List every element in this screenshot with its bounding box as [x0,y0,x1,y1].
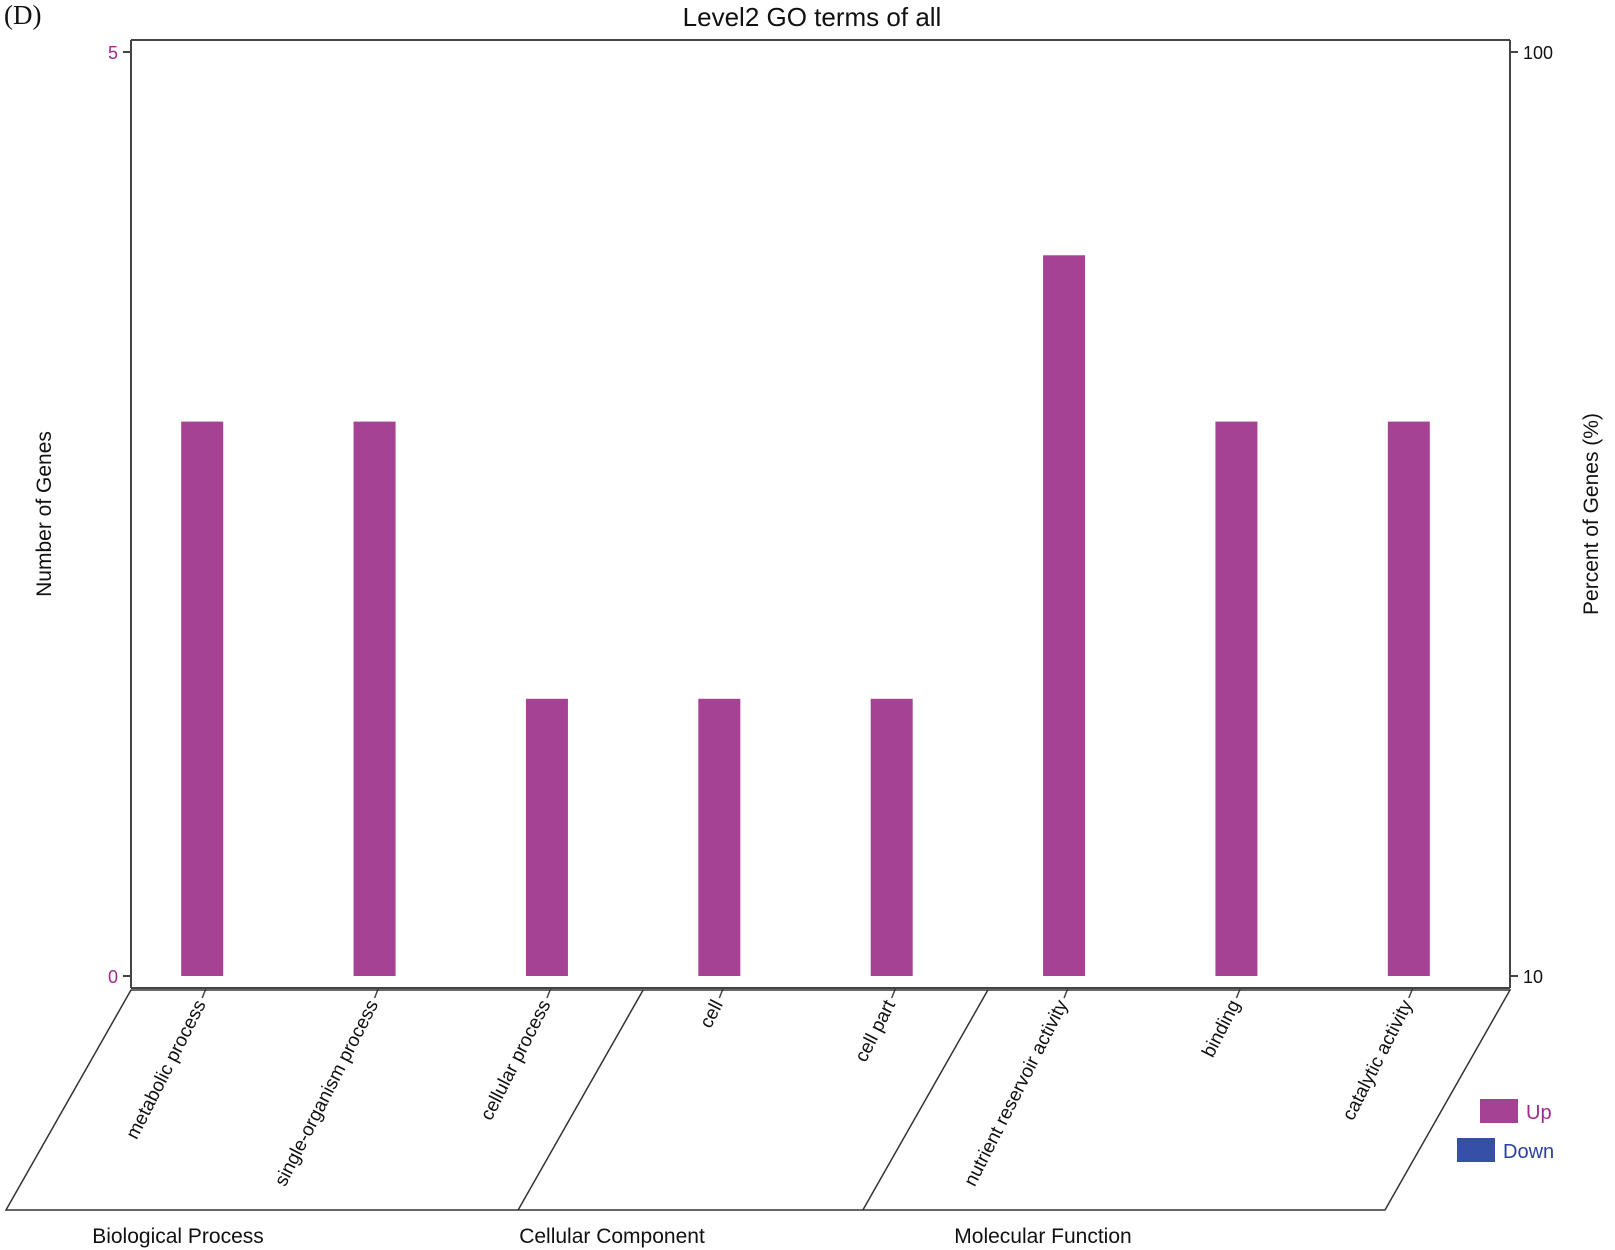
group-divider [517,989,644,1211]
x-tick-label: cell [696,997,728,1032]
bar-up-1 [353,421,396,977]
legend-label-down: Down [1503,1141,1554,1163]
x-tick-label: cellular process [477,997,556,1124]
group-label: Biological Process [92,1225,264,1248]
group-label: Cellular Component [519,1225,705,1248]
x-tick-label: metabolic process [122,997,210,1143]
bar-up-6 [1215,421,1258,977]
legend-swatch-up [1480,1099,1518,1123]
y-tick-label-right: 10 [1523,967,1543,987]
y-tick-label-right: 100 [1523,43,1553,63]
bar-up-2 [525,698,568,976]
y-tick-label-left: 5 [108,43,118,63]
y-tick-label-left: 0 [108,967,118,987]
group-label: Molecular Function [954,1225,1131,1248]
y-axis-label-right: Percent of Genes (%) [1580,413,1603,615]
panel-label: (D) [4,0,42,30]
bar-up-3 [698,698,741,976]
group-panel-outline [4,989,1512,1211]
chart-title: Level2 GO terms of all [683,2,942,32]
legend-label-up: Up [1526,1102,1552,1124]
x-tick-label: binding [1198,997,1245,1061]
bar-up-4 [870,698,913,976]
bar-up-5 [1043,255,1086,976]
y-axis-label-left: Number of Genes [33,431,56,597]
bar-up-0 [181,421,224,977]
x-tick-label: single-organism process [271,997,383,1190]
bar-up-7 [1387,421,1430,977]
x-tick-label: nutrient reservoir activity [960,996,1072,1189]
x-tick-label: cell part [851,996,900,1065]
x-tick-label: catalytic activity [1339,996,1418,1124]
legend-swatch-down [1457,1138,1495,1162]
group-divider [862,989,989,1211]
